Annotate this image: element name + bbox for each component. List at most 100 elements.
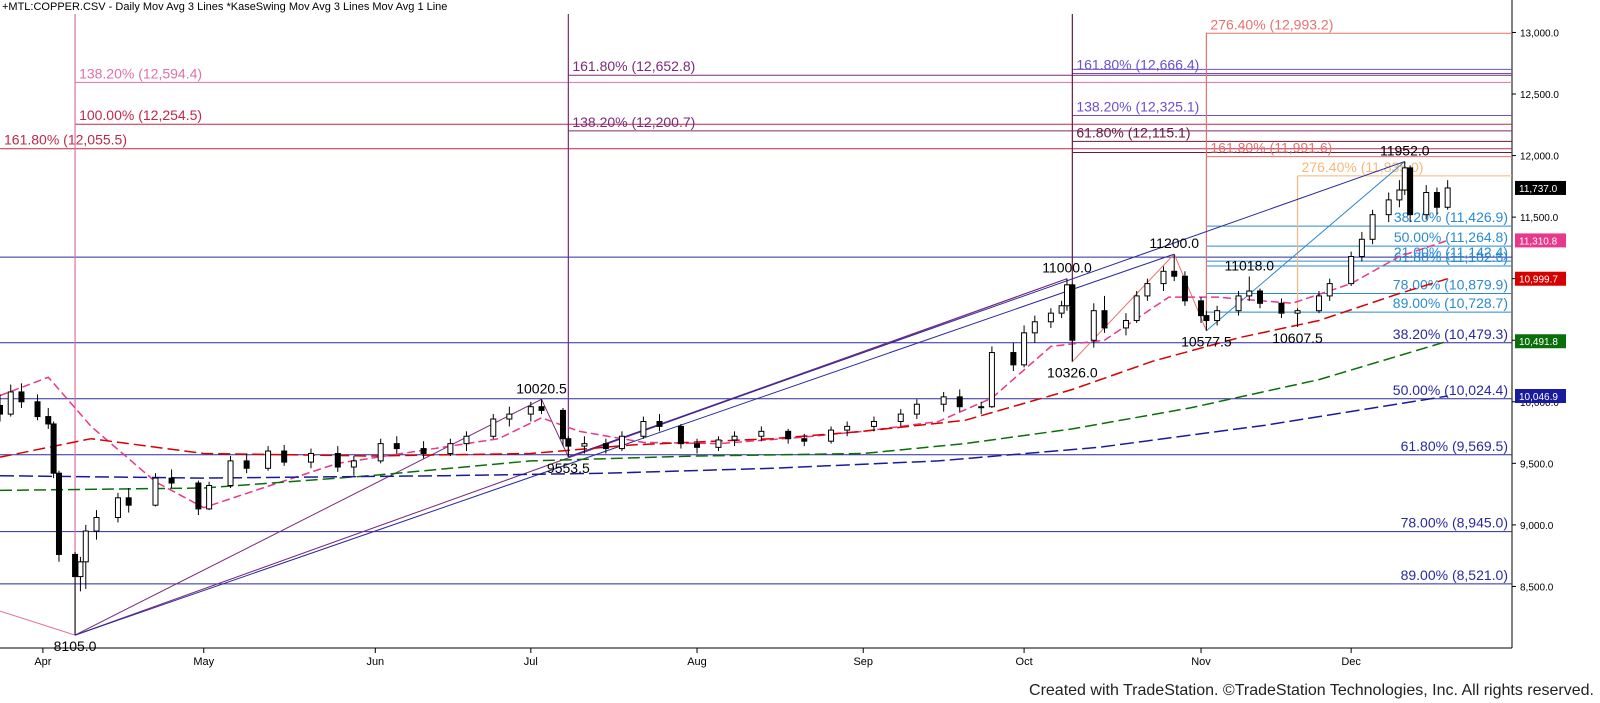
price-tag-box [1515, 233, 1566, 248]
candle-body [1348, 256, 1355, 285]
candle [527, 401, 534, 422]
candle [538, 399, 545, 415]
fib-level-label: 38.20% (11,426.9) [1394, 209, 1508, 225]
fib-level-label: 61.80% (11,102.6) [1394, 249, 1508, 265]
x-tick-label: Apr [34, 656, 51, 668]
candle [1214, 305, 1221, 326]
swing-label: 8105.0 [54, 638, 97, 654]
candle [1203, 310, 1210, 331]
candle-body [565, 438, 572, 447]
candle-body [506, 413, 513, 420]
candle [1396, 180, 1403, 208]
candle-body [1171, 270, 1178, 277]
candle [988, 346, 995, 408]
candle-body [307, 452, 314, 463]
moving-average-line [0, 395, 1448, 479]
candle-body [1069, 284, 1076, 341]
candle-body [1198, 300, 1205, 317]
candle [350, 455, 357, 476]
fib-level-label: 100.00% (12,254.5) [79, 107, 202, 123]
candle [1031, 315, 1038, 343]
candle-body [1010, 352, 1017, 366]
candle-body [93, 517, 100, 532]
y-tick-label: 8,500.0 [1520, 582, 1554, 593]
candle [125, 487, 132, 513]
candle [72, 551, 79, 636]
candle [694, 438, 701, 454]
chart-header-title: +MTL:COPPER.CSV - Daily Mov Avg 3 Lines … [2, 1, 448, 13]
candle-body [447, 443, 454, 454]
candle [1181, 271, 1188, 306]
swing-label: 9553.5 [547, 460, 590, 476]
candle [1257, 288, 1263, 309]
candle-body [913, 403, 920, 415]
candle [897, 409, 904, 427]
labels-layer: 8105.0 10020.5 9553.5 11000.0 10326.0 11200.0… [54, 142, 1430, 654]
candle-body [785, 430, 792, 440]
price-tag-label: 11,737.0 [1519, 184, 1558, 195]
candle-body [1407, 167, 1414, 216]
fib-level-label: 78.00% (8,945.0) [1401, 515, 1508, 531]
candle [152, 473, 159, 507]
candle-body [1235, 295, 1242, 312]
candle-body [1101, 310, 1108, 329]
fib-level-label: 138.20% (12,594.4) [79, 65, 202, 81]
swing-label: 11200.0 [1149, 235, 1199, 251]
y-tick-label: 12,500.0 [1520, 90, 1559, 101]
fib-level-label: 50.00% (10,024.4) [1393, 382, 1508, 398]
candle-body [265, 450, 272, 469]
candle-body [1385, 199, 1392, 216]
y-tick-label: 11,500.0 [1520, 213, 1559, 224]
candle-body [694, 443, 701, 448]
candle-body [1423, 192, 1430, 216]
candle-body [1090, 310, 1097, 341]
candle-body [152, 477, 159, 506]
candle-body [50, 423, 57, 474]
y-tick-label: 9,000.0 [1520, 521, 1554, 532]
candle-body [243, 460, 250, 469]
candle [1160, 266, 1167, 291]
candle-body [7, 391, 14, 415]
candle [956, 389, 963, 412]
y-tick-label: 10,000.0 [1520, 398, 1559, 409]
candle-body [731, 435, 738, 441]
candle [1101, 295, 1108, 333]
swing-label: 10577.5 [1181, 334, 1232, 350]
candle-body [870, 420, 877, 427]
candle [1358, 231, 1365, 262]
candle-body [72, 553, 79, 578]
candle-body [758, 430, 765, 437]
price-tag-box [1515, 271, 1566, 286]
candle [559, 407, 566, 447]
swing-label: 11000.0 [1042, 260, 1092, 276]
candle [334, 446, 341, 472]
candle [490, 414, 497, 439]
swing-label: 10020.5 [516, 380, 567, 396]
candle [18, 383, 25, 408]
candle-body [1278, 302, 1285, 314]
candle [602, 438, 609, 454]
fib-level-label: 276.40% (11,835.0) [1302, 159, 1424, 175]
fib-level-label: 89.00% (10,728.7) [1393, 295, 1508, 311]
candle-body [377, 443, 384, 462]
candle [1278, 298, 1285, 319]
candle [447, 438, 454, 456]
candle-body [45, 416, 52, 425]
candle-body [527, 406, 534, 415]
candle-body [897, 413, 904, 422]
candle [1063, 278, 1070, 311]
fib-level-label: 89.00% (8,521.0) [1401, 567, 1508, 583]
price-tag-label: 10,999.7 [1519, 275, 1558, 286]
candle [195, 480, 202, 516]
candle [1246, 276, 1253, 301]
candle [1069, 283, 1076, 362]
candle [1369, 209, 1376, 245]
candle-body [82, 530, 89, 563]
candle [50, 421, 57, 479]
price-tag-box [1515, 334, 1566, 349]
candle-body [715, 439, 722, 448]
candle-body [956, 396, 963, 408]
candle-body [1444, 187, 1451, 208]
candle-body [463, 435, 470, 445]
